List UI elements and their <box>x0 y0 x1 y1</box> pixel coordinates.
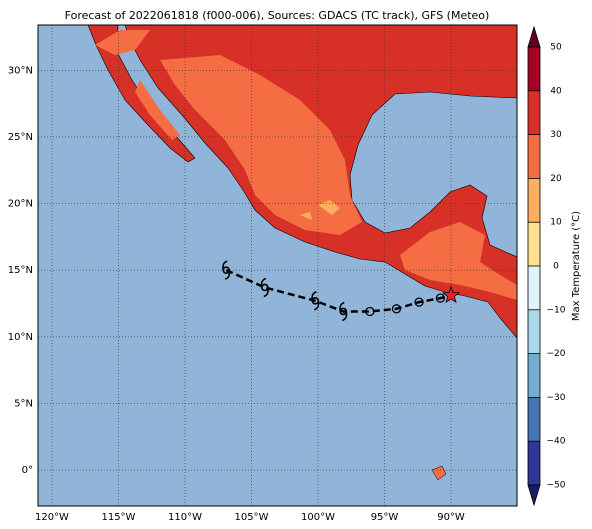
grid <box>38 25 517 506</box>
x-tick-label: 105°W <box>235 512 269 523</box>
colorbar-tick-label: 50 <box>550 43 562 53</box>
colorbar-tick-label: 40 <box>550 86 562 96</box>
colorbar-band <box>528 178 540 223</box>
colorbar-band <box>528 134 540 179</box>
colorbar-band <box>528 266 540 310</box>
track-point <box>365 306 375 317</box>
colorbar-band <box>528 353 540 398</box>
y-tick-label: 25°N <box>8 132 33 143</box>
y-tick-label: 10°N <box>8 332 33 343</box>
map-frame <box>37 24 518 507</box>
colorbar-label: Max Temperature (°C) <box>571 211 582 321</box>
colorbar: −50 −40 −30 −20 −10 0 10 20 30 40 50 <box>527 25 566 507</box>
x-tick-label: 95°W <box>371 512 399 523</box>
track <box>222 260 461 322</box>
colorbar-band <box>528 222 540 266</box>
chart-title: Forecast of 2022061818 (f000-006), Sourc… <box>65 9 490 22</box>
colorbar-tick-label: −40 <box>547 437 566 447</box>
cyclone-symbol <box>260 277 269 298</box>
y-tick-label: 30°N <box>8 65 33 76</box>
warm-region <box>95 30 517 300</box>
colorbar-extend <box>527 484 541 507</box>
track-point <box>391 304 402 314</box>
x-tick-label: 90°W <box>437 512 465 523</box>
colorbar-tick-label: −20 <box>547 349 566 359</box>
track-line <box>225 269 452 313</box>
island <box>431 465 447 481</box>
cyclone-symbol <box>339 301 348 322</box>
y-tick-label: 20°N <box>8 199 33 210</box>
cyclone-symbol <box>222 260 231 280</box>
colorbar-tick-label: −30 <box>547 393 566 403</box>
y-tick-label: 5°N <box>14 398 33 409</box>
x-tick-label: 100°W <box>301 512 335 523</box>
star-marker <box>441 285 461 304</box>
colorbar-tick-label: 0 <box>553 262 559 272</box>
x-tick-label: 110°W <box>168 512 202 523</box>
track-point <box>435 293 446 303</box>
colorbar-band <box>528 90 540 135</box>
x-tick-label: 115°W <box>101 512 135 523</box>
colorbar-band <box>528 309 540 354</box>
colorbar-tick-label: 20 <box>550 174 562 184</box>
y-tick-label: 0° <box>22 465 33 476</box>
colorbar-tick-label: −50 <box>547 481 566 491</box>
map <box>38 25 517 506</box>
x-tick-label: 120°W <box>35 512 69 523</box>
colorbar-extend <box>527 25 541 48</box>
colorbar-tick-label: −10 <box>547 305 566 315</box>
colorbar-band <box>528 397 540 442</box>
cyclone-symbol <box>311 291 320 311</box>
track-point <box>414 297 424 307</box>
hot-spot <box>300 200 340 220</box>
colorbar-tick-label: 10 <box>550 218 562 228</box>
colorbar-band <box>528 441 540 485</box>
colorbar-band <box>528 47 540 91</box>
y-tick-label: 15°N <box>8 265 33 276</box>
colorbar-tick-label: 30 <box>550 130 562 140</box>
